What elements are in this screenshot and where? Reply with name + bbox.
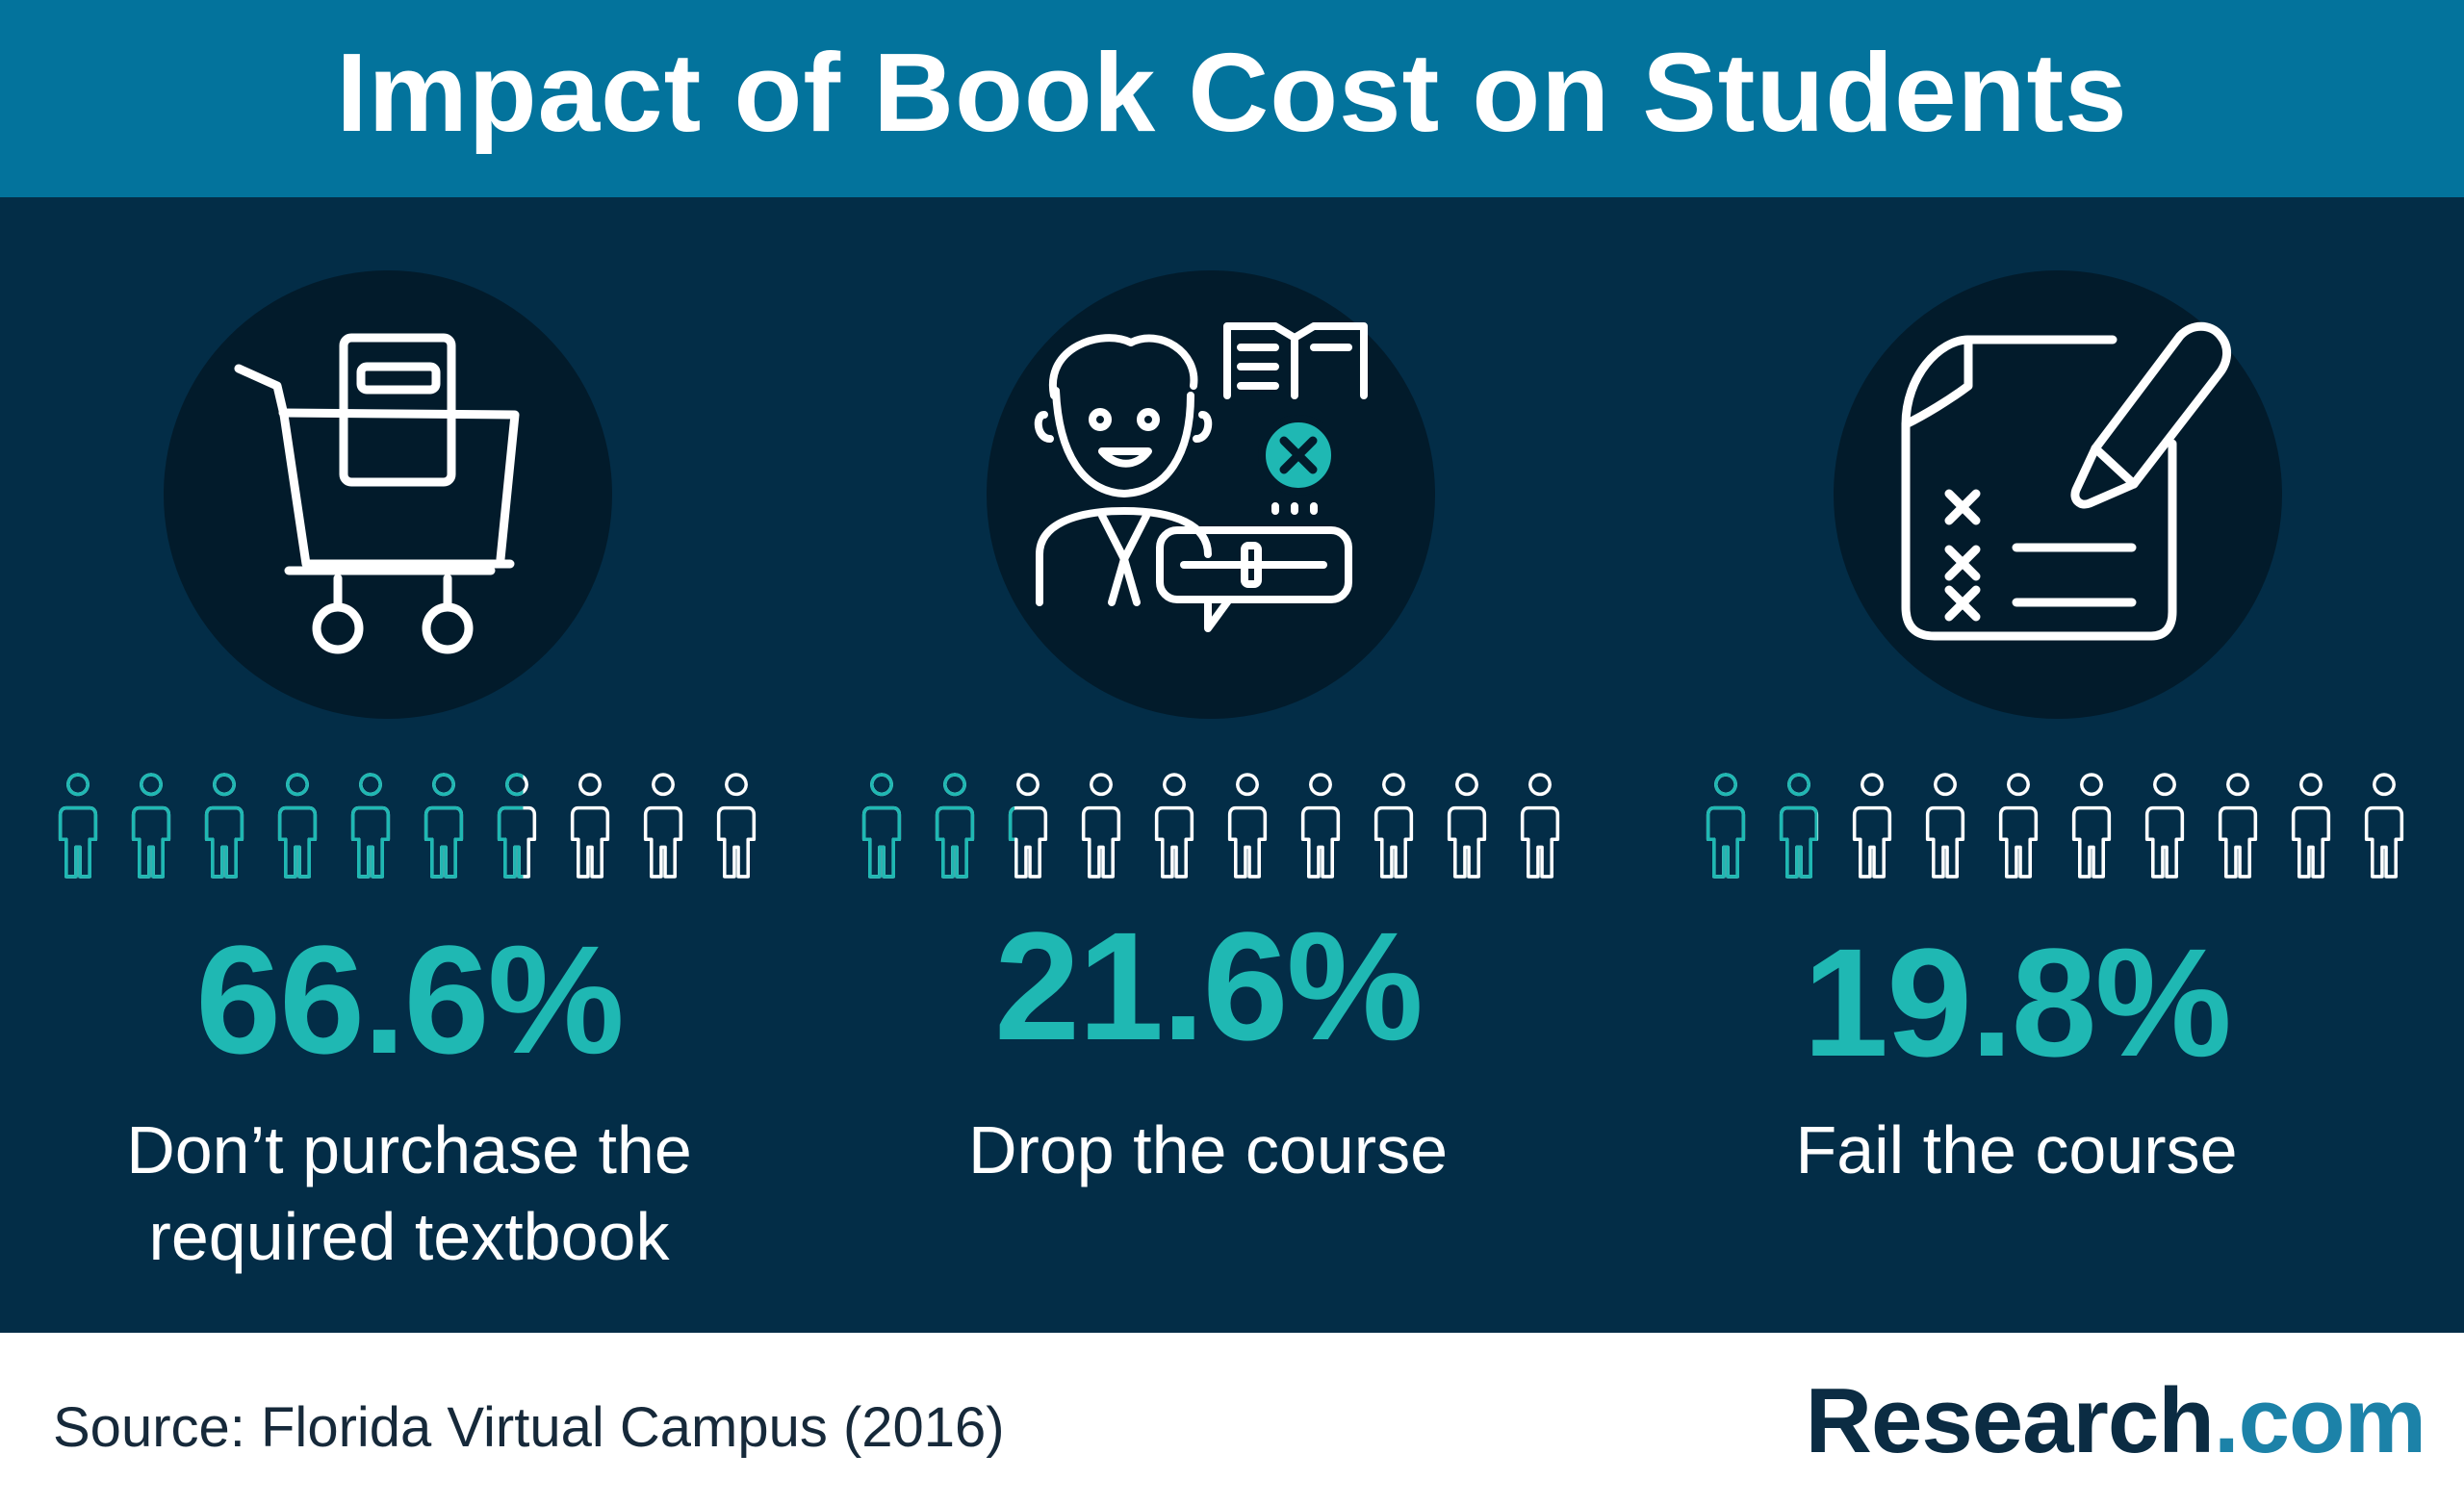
page-title: Impact of Book Cost on Students [336,29,2128,155]
person-icon [861,773,902,879]
stat-percentage: 19.8% [1803,916,2232,1088]
person-icon [1373,773,1414,879]
brand-logo: Research.com [1806,1368,2426,1474]
person-icon [716,773,757,879]
person-icon [2364,773,2404,879]
student-drop-course-icon [1034,322,1368,632]
person-icon [1081,773,1121,879]
source-citation: Source: Florida Virtual Campus (2016) [53,1396,1005,1459]
person-icon [1852,773,1892,879]
person-icon [1300,773,1341,879]
stat-percentage: 66.6% [195,913,625,1085]
stat-column-fail: 19.8% Fail the course [1617,197,2445,1333]
person-icon [2071,773,2112,879]
person-icon [1706,773,1746,879]
stat-column-drop: 21.6% Drop the course [794,197,1622,1333]
stat-description-line-2: required textbook [148,1199,670,1274]
person-icon [2291,773,2331,879]
stat-description-line-1: Fail the course [1795,1112,2238,1187]
person-icon [1447,773,1487,879]
stat-icon-circle [164,270,612,719]
stat-percentage: 21.6% [994,900,1424,1072]
logo-main: Research [1805,1369,2215,1472]
person-icon [570,773,610,879]
person-icon [1520,773,1560,879]
person-icon [643,773,683,879]
failed-test-paper-icon [1901,321,2231,641]
person-icon [1008,773,1048,879]
stat-description-line-1: Don’t purchase the [126,1112,692,1187]
person-icon [131,773,171,879]
person-icon [1154,773,1194,879]
person-icon [2218,773,2258,879]
logo-suffix: .com [2213,1369,2426,1472]
stat-description-line-1: Drop the course [967,1112,1449,1187]
stats-panel: 66.6% Don’t purchase the required textbo… [0,197,2464,1333]
person-icon [277,773,318,879]
person-icon [1227,773,1268,879]
person-icon [1925,773,1965,879]
person-icon [497,773,537,879]
person-icon [2144,773,2185,879]
header-bar: Impact of Book Cost on Students [0,0,2464,197]
person-icon [1998,773,2039,879]
shopping-cart-book-icon [234,333,520,654]
person-icon [424,773,464,879]
stat-column-textbook: 66.6% Don’t purchase the required textbo… [0,197,828,1333]
person-icon [935,773,975,879]
stat-icon-circle [987,270,1435,719]
stat-icon-circle [1834,270,2282,719]
person-icon [1779,773,1819,879]
person-icon [58,773,98,879]
person-icon [204,773,244,879]
person-icon [350,773,391,879]
